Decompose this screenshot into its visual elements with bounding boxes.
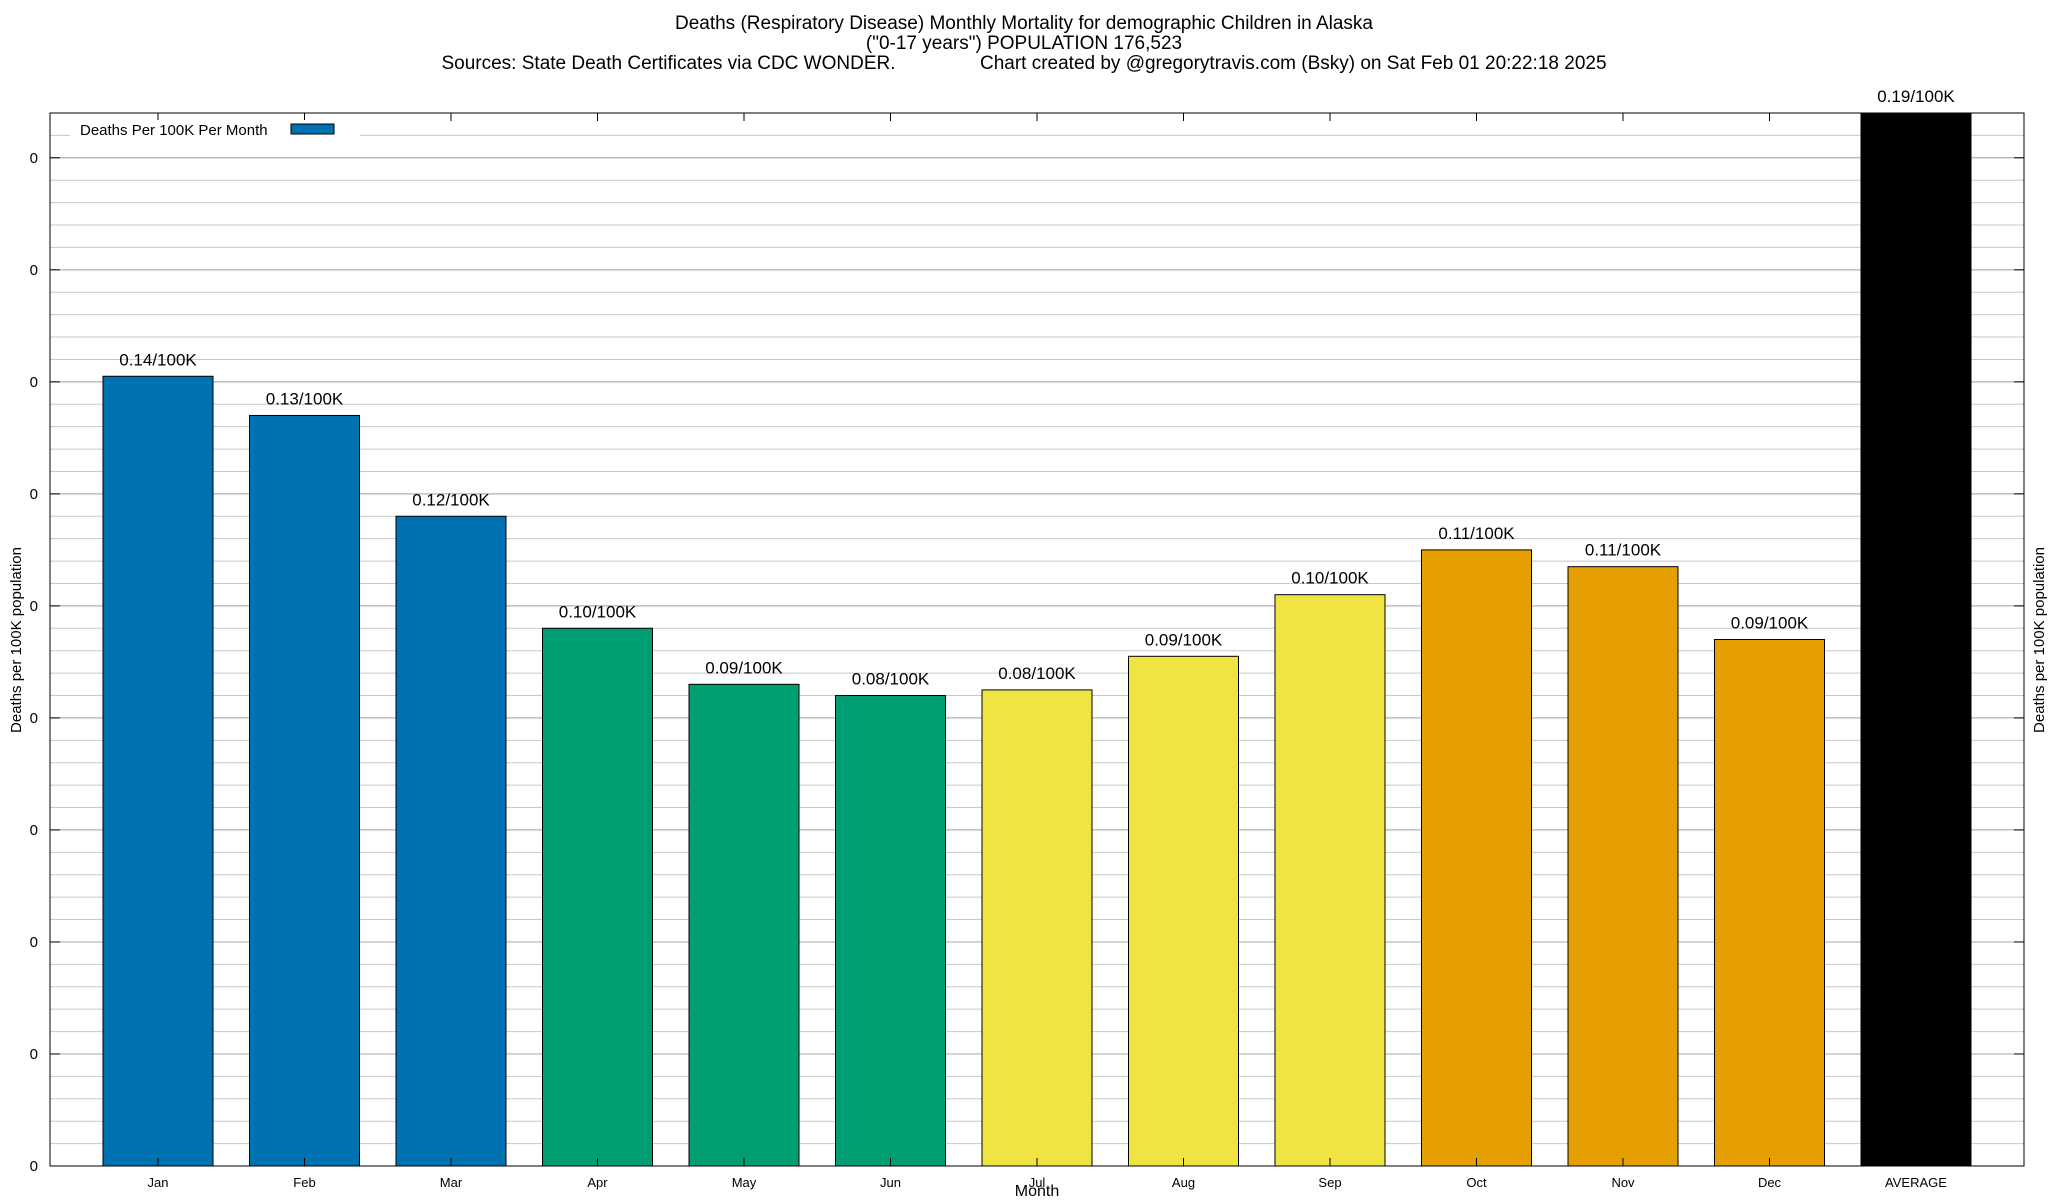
chart-title: Deaths (Respiratory Disease) Monthly Mor… <box>0 14 2048 74</box>
bar-aug <box>1128 655 1239 1167</box>
x-tick-label: Nov <box>1611 1175 1635 1190</box>
x-tick-label: Apr <box>587 1175 608 1190</box>
y-tick-label: 0 <box>30 598 38 615</box>
title-line-3: Sources: State Death Certificates via CD… <box>441 53 1607 74</box>
title-line-1: Deaths (Respiratory Disease) Monthly Mor… <box>674 13 1373 34</box>
bar-mar <box>395 515 507 1167</box>
data-label-jan: 0.14/100K <box>119 350 197 369</box>
y-tick-label: 0 <box>30 1046 38 1063</box>
bar-oct <box>1421 549 1532 1167</box>
y-tick-label: 0 <box>30 486 38 503</box>
data-label-nov: 0.11/100K <box>1585 541 1662 560</box>
bar-average <box>1860 112 1972 1167</box>
x-tick-label: Jan <box>148 1175 169 1190</box>
x-tick-label: Sep <box>1318 1175 1341 1190</box>
legend-swatch <box>290 123 335 135</box>
x-tick-label: AVERAGE <box>1885 1175 1947 1190</box>
legend-background <box>70 120 360 140</box>
plot-border <box>49 112 2025 1167</box>
bar-jun <box>835 695 946 1167</box>
bar-dec <box>1714 639 1825 1167</box>
data-label-apr: 0.10/100K <box>559 602 637 621</box>
y-tick-label: 0 <box>30 710 38 727</box>
title-line-2: ("0-17 years") POPULATION 176,523 <box>865 33 1183 54</box>
y-axis-label-right: Deaths per 100K population <box>2031 547 2048 733</box>
data-label-dec: 0.09/100K <box>1731 614 1809 633</box>
bar-sep <box>1274 594 1386 1167</box>
data-label-sep: 0.10/100K <box>1291 569 1369 588</box>
data-label-mar: 0.12/100K <box>412 490 490 509</box>
bar-jan <box>102 375 214 1167</box>
y-tick-label: 0 <box>30 262 38 279</box>
y-tick-label: 0 <box>30 822 38 839</box>
data-label-feb: 0.13/100K <box>266 389 344 408</box>
x-tick-label: May <box>732 1175 757 1190</box>
data-label-jun: 0.08/100K <box>852 670 930 689</box>
bar-apr <box>542 627 653 1167</box>
x-tick-label: Jun <box>880 1175 901 1190</box>
x-tick-label: Mar <box>440 1175 463 1190</box>
bar-jul <box>981 689 1093 1167</box>
x-tick-label: Jul <box>1029 1175 1046 1190</box>
y-tick-label: 0 <box>30 1158 38 1175</box>
bar-feb <box>249 414 360 1167</box>
y-axis-label: Deaths per 100K population <box>8 547 25 733</box>
data-label-average: 0.19/100K <box>1877 87 1955 106</box>
y-tick-label: 0 <box>30 150 38 167</box>
x-tick-label: Aug <box>1172 1175 1195 1190</box>
legend-label: Deaths Per 100K Per Month <box>80 122 268 139</box>
data-label-oct: 0.11/100K <box>1438 524 1515 543</box>
x-tick-label: Feb <box>293 1175 315 1190</box>
data-label-may: 0.09/100K <box>705 658 783 677</box>
y-tick-label: 0 <box>30 934 38 951</box>
bar-nov <box>1567 566 1679 1167</box>
y-tick-label: 0 <box>30 374 38 391</box>
bar-may <box>688 683 800 1167</box>
x-axis-label: Month <box>1015 1183 1059 1200</box>
data-label-aug: 0.09/100K <box>1145 630 1223 649</box>
x-tick-label: Dec <box>1758 1175 1782 1190</box>
data-label-jul: 0.08/100K <box>998 664 1076 683</box>
x-tick-label: Oct <box>1466 1175 1487 1190</box>
